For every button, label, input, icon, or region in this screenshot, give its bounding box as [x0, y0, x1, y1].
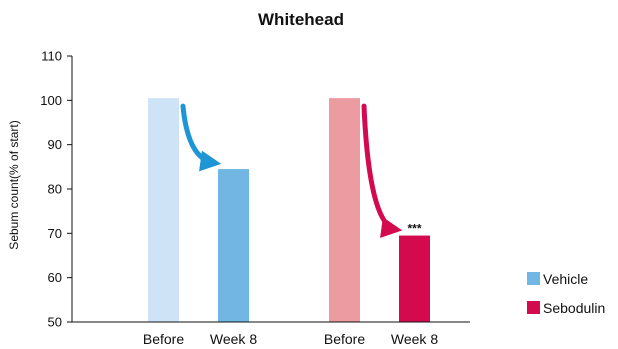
chart-title: Whitehead — [258, 10, 344, 29]
legend-swatch-sebodulin — [527, 301, 540, 314]
bar — [399, 235, 430, 322]
x-tick-label: Week 8 — [210, 331, 257, 347]
y-axis-ticks: 50 60 70 80 90 100 110 — [40, 49, 72, 330]
x-tick-label: Before — [143, 331, 184, 347]
bar — [148, 98, 179, 322]
significance-label: *** — [407, 222, 421, 236]
trend-arrow — [361, 103, 403, 238]
y-axis-label: Sebum count(% of start) — [7, 120, 21, 249]
y-tick-label: 90 — [48, 137, 62, 152]
y-tick-label: 60 — [48, 270, 62, 285]
y-tick-label: 110 — [41, 49, 62, 64]
y-tick-label: 70 — [48, 226, 62, 241]
x-tick-label: Week 8 — [391, 331, 438, 347]
legend-swatch-vehicle — [527, 272, 540, 285]
trend-arrow — [180, 103, 222, 172]
y-tick-label: 80 — [48, 182, 62, 197]
legend-label-vehicle: Vehicle — [543, 271, 588, 287]
bar — [329, 98, 360, 322]
bars — [148, 98, 430, 322]
x-tick-label: Before — [324, 331, 365, 347]
bar — [218, 169, 249, 322]
x-axis-categories: Before Week 8 Before Week 8 — [143, 331, 438, 347]
legend-label-sebodulin: Sebodulin — [543, 300, 605, 316]
y-tick-label: 100 — [40, 93, 62, 108]
trend-arrows — [180, 103, 403, 238]
legend: Vehicle Sebodulin — [527, 271, 605, 316]
y-tick-label: 50 — [48, 315, 62, 330]
